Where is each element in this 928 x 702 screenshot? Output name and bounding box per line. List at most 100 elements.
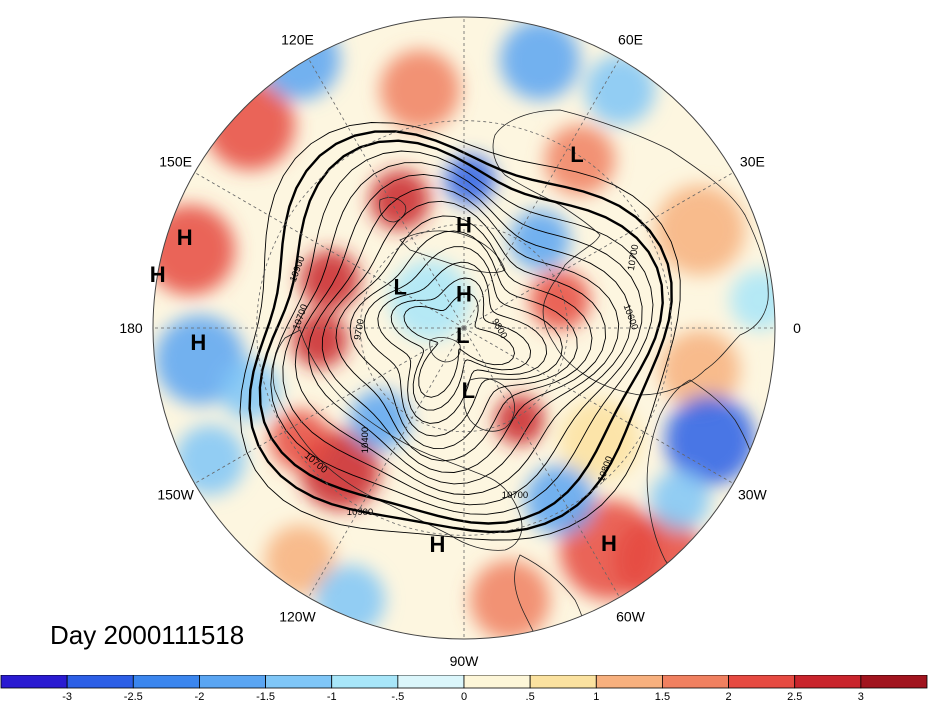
meridian-line — [463, 327, 620, 598]
colorbar-tick: .5 — [526, 691, 535, 702]
colorbar-tick: -1.5 — [256, 691, 275, 702]
latitude-circle — [256, 120, 672, 536]
anomaly-blob — [665, 395, 755, 485]
meridian-line — [194, 327, 465, 484]
anomaly-blob — [265, 525, 335, 595]
contour-line — [321, 200, 606, 473]
colorbar-tick: -1 — [327, 691, 337, 702]
contour-label: 10400 — [360, 427, 371, 453]
anomaly-blob — [292, 312, 348, 368]
longitude-label: 30W — [738, 487, 768, 503]
anomaly-blob — [380, 50, 460, 130]
colorbar-box — [463, 675, 531, 689]
anomaly-blob — [175, 425, 245, 495]
anomaly-blob — [300, 250, 360, 310]
anomaly-blob — [545, 125, 615, 195]
colorbar-tick: -.5 — [391, 691, 404, 702]
high-pressure-marker: H — [150, 262, 166, 287]
anomaly-blob — [500, 20, 580, 100]
colorbar-box — [529, 675, 597, 689]
colorbar-tick-labels: -3 -2.5 -2 -1.5 -1 -.5 0 .5 1 1.5 2 2.5 3 — [62, 691, 864, 702]
longitude-label: 90W — [450, 653, 480, 669]
contour-line — [258, 139, 664, 525]
colorbar-box — [199, 675, 266, 689]
longitude-label: 0 — [793, 320, 801, 336]
colorbar-tick: 2 — [726, 691, 732, 702]
anomaly-blob — [560, 400, 640, 480]
anomaly-blob — [315, 565, 385, 635]
colorbar-box — [331, 675, 399, 689]
colorbar-tick: 3 — [858, 691, 864, 702]
coastline-greenland — [463, 377, 515, 432]
contour-line — [308, 187, 620, 485]
anomaly-blob — [525, 465, 595, 535]
contour-line — [335, 215, 593, 462]
coastline-siberia-north — [399, 230, 506, 274]
colorbar-box — [397, 675, 465, 689]
colorbar-box — [265, 675, 333, 689]
high-pressure-marker: H — [430, 532, 446, 557]
colorbar-box — [0, 675, 68, 689]
meridian-line — [194, 172, 465, 329]
colorbar-tick: -2.5 — [124, 691, 143, 702]
coastline-eurasia — [492, 109, 769, 396]
colorbar-box — [794, 675, 862, 689]
colorbar-tick: -2 — [195, 691, 205, 702]
high-pressure-marker: H — [456, 212, 472, 237]
contour-line — [282, 162, 643, 506]
anomaly-blob — [650, 470, 710, 530]
map-disc-border — [152, 16, 776, 640]
high-pressure-marker: H — [601, 531, 617, 556]
low-pressure-marker: L — [394, 275, 407, 300]
longitude-label: 120W — [279, 608, 316, 624]
meridian-line — [308, 327, 465, 598]
coastline-north-america — [272, 329, 523, 551]
day-title: Day 2000111518 — [50, 620, 245, 650]
contour-line — [248, 130, 673, 534]
colorbar-box — [595, 675, 663, 689]
longitude-label: 30E — [740, 154, 765, 170]
colorbar: -3 -2.5 -2 -1.5 -1 -.5 0 .5 1 1.5 2 2.5 3 — [0, 675, 928, 702]
longitude-labels: 90E 60E 30E 0 30W 60W 90W 120W 150W 180 150E 120E — [119, 0, 801, 669]
contour-line — [294, 173, 632, 495]
contour-line — [377, 261, 548, 424]
contour-label: 10700 — [626, 244, 641, 272]
colorbar-tick: 2.5 — [787, 691, 802, 702]
contour-line — [239, 122, 681, 541]
anomaly-blob — [730, 270, 775, 330]
contour-line — [390, 277, 532, 411]
anomaly-blob — [495, 395, 545, 445]
anomaly-blob — [585, 55, 655, 125]
high-pressure-marker: H — [456, 281, 472, 306]
high-pressure-marker: H — [190, 330, 206, 355]
colorbar-tick: -3 — [62, 691, 72, 702]
longitude-label: 60W — [616, 608, 646, 624]
anomaly-blob — [510, 210, 570, 270]
longitude-label: 120E — [281, 32, 314, 48]
longitude-label: 180 — [119, 320, 143, 336]
contour-label: 10700 — [502, 490, 528, 501]
contour-line — [403, 293, 515, 398]
colorbar-tick: 0 — [461, 691, 467, 702]
contour-line — [349, 230, 578, 449]
high-pressure-marker: H — [177, 225, 193, 250]
coastline-south-america — [514, 554, 588, 639]
colorbar-box — [66, 675, 134, 689]
lat-lon-grid — [153, 17, 775, 639]
anomaly-blob — [530, 270, 590, 330]
meridian-line — [308, 58, 465, 329]
colorbar-box — [132, 675, 200, 689]
colorbar-boxes — [0, 675, 928, 689]
anomaly-blob — [660, 330, 740, 410]
low-pressure-marker: L — [462, 378, 475, 403]
colorbar-box — [860, 675, 928, 689]
anomaly-blob — [350, 390, 410, 450]
low-pressure-marker: L — [570, 142, 583, 167]
colorbar-tick: 1.5 — [655, 691, 670, 702]
longitude-label: 60E — [618, 32, 643, 48]
colorbar-box — [662, 675, 729, 689]
anomaly-blob — [655, 185, 745, 275]
longitude-label: 90E — [452, 0, 477, 3]
